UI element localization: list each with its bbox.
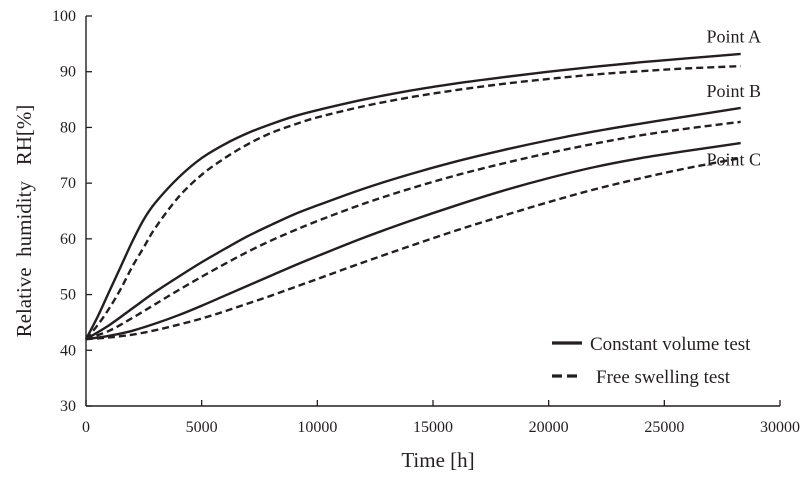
y-tick-label: 40 [60, 342, 76, 359]
y-tick-label: 50 [60, 287, 76, 304]
y-tick-label: 100 [52, 8, 76, 25]
y-tick-label: 70 [60, 175, 76, 192]
legend-label-dashed: Free swelling test [596, 367, 731, 388]
series-lines [84, 52, 741, 341]
annotation-point-a: Point A [706, 27, 761, 47]
series-line-point-c-free [85, 156, 741, 341]
legend: Constant volume test Free swelling test [552, 334, 751, 388]
series-line-point-a-constant [84, 52, 741, 340]
y-tick-label: 30 [60, 398, 76, 415]
y-tick-label: 90 [60, 64, 76, 81]
y-tick-label: 60 [60, 231, 76, 248]
x-tick-label: 0 [82, 419, 90, 436]
x-tick-label: 5000 [186, 419, 218, 436]
y-axis-title: Relative humidity RH[%] [12, 105, 36, 338]
tick-marks: 30 40 50 60 70 80 90 100 0 5000 10000 15000 20000 250… [52, 8, 800, 436]
y-tick-label: 80 [60, 119, 76, 136]
x-tick-label: 10000 [297, 419, 337, 436]
x-tick-label: 15000 [413, 419, 453, 436]
x-axis-title: Time [h] [401, 448, 474, 472]
series-line-point-b-free [85, 120, 741, 341]
annotations: Point A Point B Point C [706, 27, 761, 170]
x-tick-label: 20000 [529, 419, 569, 436]
x-tick-label: 30000 [760, 419, 800, 436]
legend-label-solid: Constant volume test [590, 334, 751, 355]
series-line-point-c-constant [85, 141, 741, 341]
series-line-point-a-free [85, 64, 741, 340]
annotation-point-b: Point B [706, 81, 761, 101]
annotation-point-c: Point C [706, 149, 761, 169]
series-line-point-b-constant [85, 106, 741, 341]
x-tick-label: 25000 [644, 419, 684, 436]
